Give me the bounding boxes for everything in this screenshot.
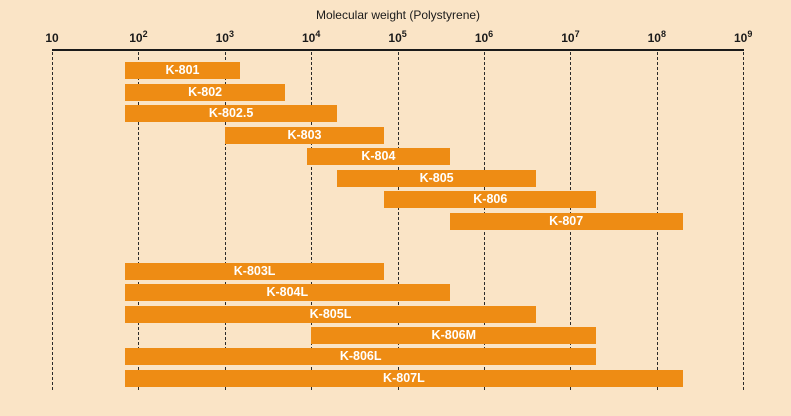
bar-k-804: K-804 [307,148,450,165]
x-axis-tick-label: 107 [561,29,580,46]
x-axis-line [52,49,744,51]
bar-k-806m: K-806M [311,326,597,344]
x-axis-tick-label: 103 [215,29,234,46]
gridline [311,52,313,390]
gridline [224,52,226,390]
bar-k-802.5: K-802.5 [125,105,338,122]
bar-k-806: K-806 [384,191,597,208]
x-axis-tick-label: 10 [45,31,59,45]
bar-k-806l: K-806L [125,348,597,366]
gridline [397,52,399,390]
bar-k-802: K-802 [125,83,286,101]
bar-k-804l: K-804L [125,284,450,302]
bar-k-803: K-803 [224,126,385,144]
x-axis-tick-label: 108 [647,29,666,46]
x-axis-tick-label: 106 [474,29,494,46]
gridline [743,52,745,390]
x-axis-tick-label: 105 [388,29,407,46]
bar-k-805l: K-805L [125,305,536,323]
bar-k-807: K-807 [449,212,683,230]
bar-k-803l: K-803L [125,263,385,280]
gridline [138,52,140,390]
bar-k-807l: K-807L [125,369,683,387]
bar-k-805: K-805 [337,169,536,187]
x-axis-tick-label: 104 [302,29,321,46]
gridline [52,52,53,390]
bar-k-801: K-801 [125,62,240,79]
chart-title: Molecular weight (Polystyrene) [315,8,481,22]
x-axis-tick-label: 102 [129,29,148,46]
x-axis-tick-label: 109 [734,29,753,46]
